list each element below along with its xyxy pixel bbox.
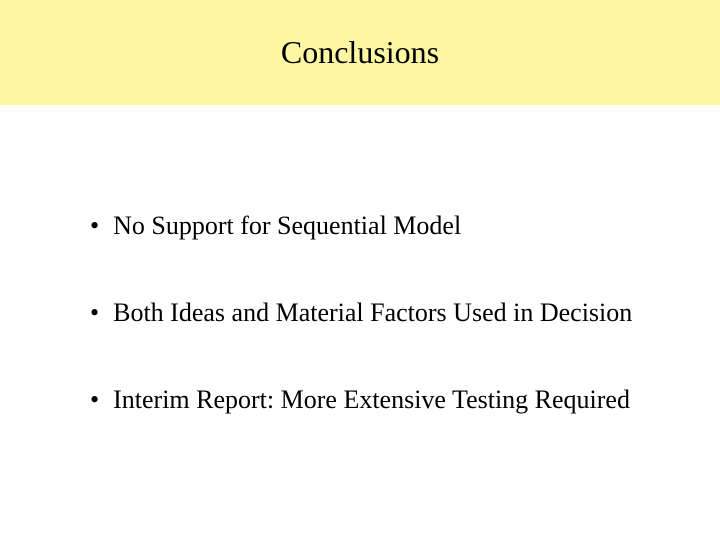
bullet-icon: •	[90, 210, 99, 242]
bullet-text: Both Ideas and Material Factors Used in …	[113, 297, 632, 329]
list-item: • Interim Report: More Extensive Testing…	[90, 384, 680, 416]
bullet-icon: •	[90, 297, 99, 329]
bullet-text: No Support for Sequential Model	[113, 210, 461, 242]
bullet-icon: •	[90, 384, 99, 416]
slide-title: Conclusions	[281, 34, 439, 71]
title-bar: Conclusions	[0, 0, 720, 105]
bullet-list: • No Support for Sequential Model • Both…	[0, 105, 720, 416]
bullet-text: Interim Report: More Extensive Testing R…	[113, 384, 630, 416]
list-item: • No Support for Sequential Model	[90, 210, 680, 242]
list-item: • Both Ideas and Material Factors Used i…	[90, 297, 680, 329]
